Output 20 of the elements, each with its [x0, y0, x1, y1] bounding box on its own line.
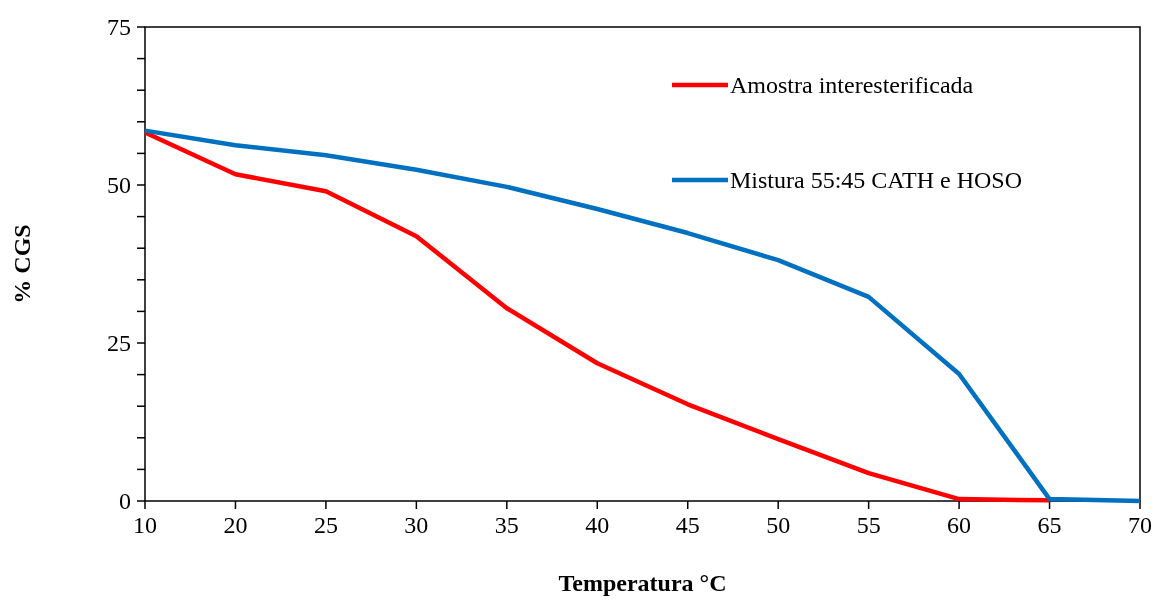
x-tick-label: 20	[223, 512, 248, 538]
x-tick-label: 55	[856, 512, 881, 538]
x-axis-title: Temperatura °C	[558, 570, 727, 596]
legend-label: Amostra interesterificada	[730, 72, 974, 99]
legend-label: Mistura 55:45 CATH e HOSO	[730, 167, 1022, 194]
y-tick-label: 50	[107, 172, 131, 199]
x-tick-label: 65	[1037, 512, 1062, 538]
x-tick-label: 70	[1128, 512, 1152, 538]
x-tick-label: 30	[404, 512, 429, 538]
x-tick-label: 40	[585, 512, 610, 538]
x-tick-label: 35	[494, 512, 519, 538]
x-tick-label: 25	[313, 512, 338, 538]
y-axis-title: % CGS	[9, 224, 35, 304]
y-tick-label: 0	[119, 488, 131, 515]
x-tick-label: 10	[133, 512, 157, 538]
x-tick-label: 60	[947, 512, 972, 538]
y-tick-label: 75	[107, 14, 131, 41]
y-tick-label: 25	[107, 330, 131, 357]
x-tick-label: 50	[766, 512, 791, 538]
x-tick-label: 45	[675, 512, 700, 538]
